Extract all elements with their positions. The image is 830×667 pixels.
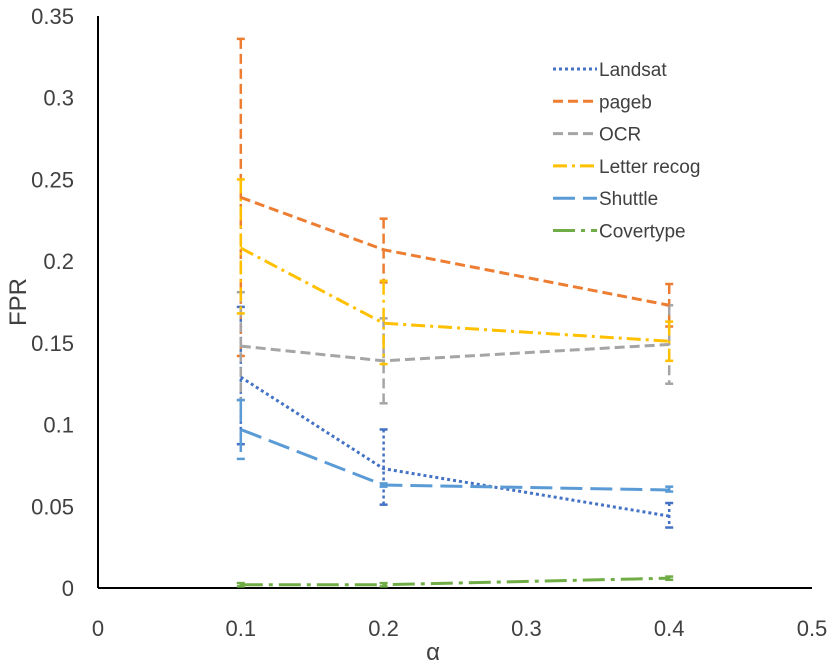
y-tick-label: 0.3 [43,86,74,111]
y-tick-label: 0.2 [43,249,74,274]
legend: Landsat pageb OCR Letter recog Shuttle Covert… [553,60,700,243]
legend-label: pageb [599,92,652,113]
series-line-covertype [240,576,670,587]
legend-label: OCR [599,125,641,146]
y-tick-label: 0.35 [31,4,74,29]
x-tick-label: 0.4 [654,616,685,641]
y-tick-labels: 0 0.05 0.1 0.15 0.2 0.25 0.3 0.35 [31,4,74,601]
series-line-ocr [240,342,670,363]
y-tick-label: 0 [62,576,74,601]
legend-label: Letter recog [599,157,700,178]
x-tick-label: 0 [92,616,104,641]
y-tick-label: 0.25 [31,167,74,192]
legend-label: Covertype [599,222,686,243]
x-tick-label: 0.5 [797,616,828,641]
y-tick-label: 0.05 [31,494,74,519]
series-line-pageb [240,195,670,307]
series-line-shuttle [240,428,670,492]
series-line-letter-recog [240,246,670,343]
chart-axes [97,16,812,589]
x-tick-label: 0.3 [511,616,542,641]
error-bars [236,37,674,588]
y-tick-label: 0.15 [31,331,74,356]
x-axis-title: α [426,639,440,666]
legend-label: Shuttle [599,189,658,210]
y-tick-label: 0.1 [43,413,74,438]
x-tick-label: 0.2 [368,616,399,641]
y-axis-title: FPR [5,278,32,326]
x-tick-labels: 0 0.1 0.2 0.3 0.4 0.5 [92,616,827,641]
x-tick-label: 0.1 [226,616,257,641]
series-line-landsat [239,375,670,518]
series-lines [239,195,670,587]
legend-label: Landsat [599,60,667,81]
